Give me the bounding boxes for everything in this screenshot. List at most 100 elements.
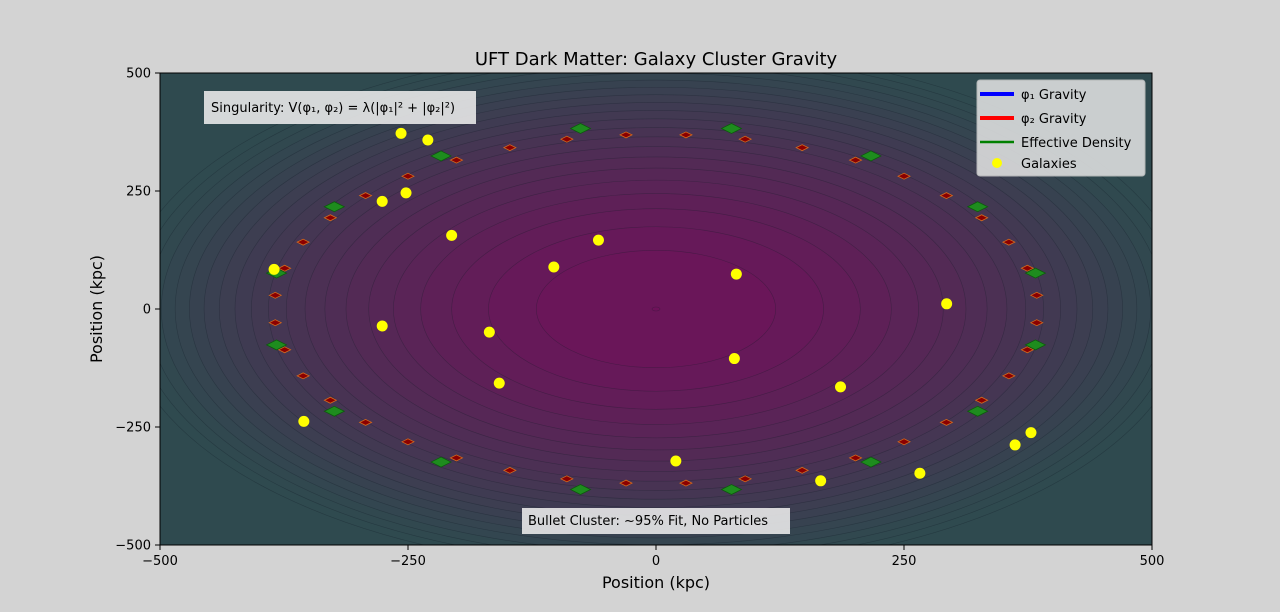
galaxy-point — [422, 134, 434, 146]
y-tick-label: 0 — [143, 303, 151, 318]
phi2-gravity-marker — [974, 214, 989, 222]
galaxy-series — [268, 127, 1037, 487]
phi2-gravity-marker — [1001, 372, 1016, 380]
galaxy-point — [483, 326, 495, 338]
phi2-gravity-marker — [358, 418, 373, 426]
x-axis: −500 −250 0 250 500 — [142, 545, 1164, 569]
effective-density-marker — [720, 484, 743, 495]
plot-area — [159, 72, 1153, 546]
phi2-gravity-marker — [1020, 346, 1035, 354]
phi2-gravity-marker — [679, 131, 693, 139]
galaxy-point — [548, 261, 560, 273]
y-axis: −500 −250 0 250 500 — [115, 67, 160, 554]
galaxy-point — [493, 377, 505, 389]
effective-density-marker — [1024, 339, 1047, 351]
phi2-gravity-marker — [1001, 238, 1016, 246]
galaxy-point — [400, 187, 412, 199]
x-tick-label: −500 — [142, 554, 178, 569]
singularity-annotation: Singularity: V(φ₁, φ₂) = λ(|φ₁|² + |φ₂|²… — [204, 91, 476, 124]
density-contour — [651, 306, 661, 312]
phi2-gravity-marker — [401, 438, 415, 446]
galaxy-point — [1025, 427, 1037, 439]
legend-label-phi2: φ₂ Gravity — [1021, 112, 1087, 127]
bullet-annotation-box — [522, 508, 790, 534]
effective-density-marker — [430, 456, 452, 468]
x-tick-label: 250 — [892, 554, 917, 569]
phi2-gravity-marker — [559, 135, 574, 143]
legend-box — [976, 79, 1146, 177]
singularity-annotation-text: Singularity: V(φ₁, φ₂) = λ(|φ₁|² + |φ₂|²… — [211, 101, 455, 116]
arrow-rings — [265, 123, 1047, 495]
phi2-gravity-marker — [897, 172, 911, 180]
y-axis-label: Position (kpc) — [87, 255, 106, 363]
effective-density-marker — [430, 150, 452, 162]
phi2-gravity-marker — [449, 156, 464, 164]
effective-density-marker — [860, 456, 882, 468]
legend: φ₁ Gravity φ₂ Gravity Effective Density … — [976, 79, 1146, 177]
phi2-gravity-marker — [296, 372, 311, 380]
phi2-gravity-marker — [268, 291, 283, 299]
phi2-gravity-marker — [559, 475, 574, 483]
legend-swatch-galaxies — [992, 158, 1002, 168]
phi2-gravity-marker — [795, 144, 810, 152]
effective-density-marker — [569, 123, 592, 134]
phi2-gravity-marker — [939, 418, 954, 426]
phi2-gravity-marker — [502, 466, 517, 474]
x-tick-label: 0 — [652, 554, 660, 569]
galaxy-point — [815, 475, 827, 487]
phi2-gravity-marker — [449, 454, 464, 462]
phi2-gravity-marker — [679, 479, 693, 487]
effective-density-marker — [720, 123, 743, 134]
phi2-gravity-marker — [323, 214, 338, 222]
galaxy-point — [670, 455, 682, 467]
phi2-gravity-marker — [939, 192, 954, 200]
effective-density-marker — [966, 405, 989, 417]
y-tick-label: −500 — [115, 539, 151, 554]
phi2-gravity-marker — [1020, 264, 1035, 272]
galaxy-point — [298, 415, 310, 427]
phi2-gravity-marker — [619, 131, 633, 139]
galaxy-point — [730, 268, 742, 280]
chart-title: UFT Dark Matter: Galaxy Cluster Gravity — [475, 49, 838, 70]
phi2-gravity-marker — [897, 438, 911, 446]
y-tick-label: −250 — [115, 421, 151, 436]
phi2-gravity-marker — [738, 135, 753, 143]
effective-density-marker — [323, 201, 346, 213]
y-tick-label: 500 — [126, 67, 151, 82]
phi2-gravity-marker — [296, 238, 311, 246]
phi2-gravity-marker — [1029, 291, 1044, 299]
phi2-gravity-marker — [974, 396, 989, 404]
legend-label-density: Effective Density — [1021, 136, 1132, 151]
phi2-gravity-marker — [277, 346, 292, 354]
effective-density-marker — [569, 484, 592, 495]
legend-label-galaxies: Galaxies — [1021, 157, 1077, 172]
phi2-gravity-marker — [619, 479, 633, 487]
galaxy-point — [941, 298, 953, 310]
phi2-gravity-marker — [502, 144, 517, 152]
phi2-gravity-marker — [401, 172, 415, 180]
galaxy-point — [835, 381, 847, 393]
phi2-gravity-marker — [738, 475, 753, 483]
phi2-gravity-marker — [268, 319, 283, 327]
effective-density-marker — [323, 405, 346, 417]
galaxy-point — [592, 234, 604, 246]
effective-density-marker — [966, 201, 989, 213]
galaxy-point — [395, 127, 407, 139]
x-tick-label: 500 — [1140, 554, 1165, 569]
x-axis-label: Position (kpc) — [602, 573, 710, 592]
galaxy-point — [914, 467, 926, 479]
y-tick-label: 250 — [126, 185, 151, 200]
galaxy-point — [446, 229, 458, 241]
bullet-annotation: Bullet Cluster: ~95% Fit, No Particles — [522, 508, 790, 534]
galaxy-point — [728, 353, 740, 365]
galaxy-point — [376, 195, 388, 207]
singularity-annotation-box — [204, 91, 476, 124]
effective-density-marker — [265, 339, 288, 351]
phi2-gravity-marker — [848, 454, 863, 462]
effective-density-marker — [1024, 267, 1047, 279]
effective-density-marker — [860, 150, 882, 162]
phi2-gravity-marker — [323, 396, 338, 404]
galaxy-point — [376, 320, 388, 332]
phi2-gravity-marker — [277, 264, 292, 272]
